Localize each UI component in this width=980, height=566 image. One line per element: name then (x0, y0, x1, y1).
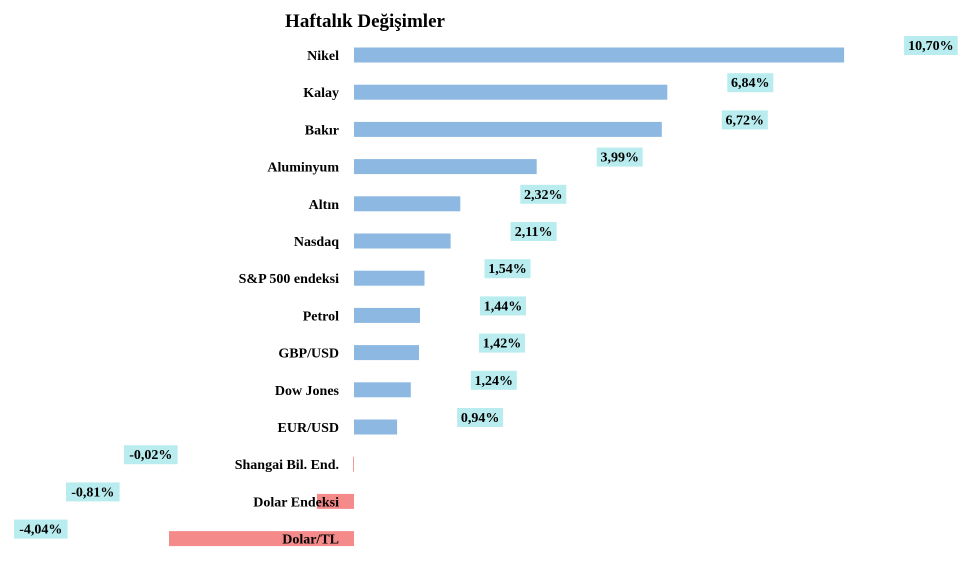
data-label: 6,84% (731, 76, 770, 91)
data-label: 1,24% (475, 374, 514, 389)
data-label-background (14, 519, 68, 539)
bar (354, 159, 537, 175)
chart-title: Haftalık Değişimler (285, 11, 445, 32)
category-label: EUR/USD (278, 421, 339, 436)
data-label: 1,54% (488, 262, 527, 277)
bar (354, 233, 451, 249)
data-label: 1,44% (484, 299, 523, 314)
category-label: Shangai Bil. End. (235, 458, 339, 473)
data-label-background (510, 222, 557, 241)
data-label: 3,99% (600, 151, 639, 166)
data-label-background (727, 73, 774, 93)
category-label: Petrol (303, 309, 339, 324)
data-label: -0,02% (129, 448, 172, 463)
bar (354, 345, 419, 361)
data-label: 6,72% (726, 113, 765, 128)
category-label: Dolar/TL (282, 533, 339, 548)
bar (169, 531, 354, 547)
data-label-background (457, 408, 504, 427)
bar (354, 47, 845, 63)
category-label: Nikel (307, 49, 339, 64)
category-label: Bakır (305, 123, 339, 138)
bar (316, 493, 354, 509)
category-label: Altın (309, 198, 340, 213)
data-label-background (721, 110, 768, 130)
data-label-background (904, 36, 958, 55)
data-label-background (470, 370, 517, 390)
data-label-background (480, 296, 526, 316)
bar (353, 456, 354, 472)
bar (354, 121, 662, 137)
bar (354, 307, 420, 323)
category-label: Kalay (303, 86, 339, 101)
category-label: GBP/USD (278, 347, 339, 362)
bar (354, 270, 425, 286)
data-label: 10,70% (908, 39, 954, 54)
bar (354, 382, 411, 398)
category-label: Dolar Endeksi (253, 495, 339, 510)
data-label-background (479, 333, 525, 353)
data-label-background (66, 482, 120, 502)
data-label-background (484, 259, 531, 279)
data-label: 1,42% (483, 337, 522, 352)
data-label: -4,04% (19, 523, 62, 538)
category-label: Aluminyum (267, 161, 339, 176)
bar (354, 419, 398, 435)
bar (354, 84, 668, 100)
data-label: 0,94% (461, 411, 500, 426)
data-label-background (520, 184, 567, 204)
data-label: 2,32% (524, 188, 563, 203)
data-label: 2,11% (515, 225, 553, 240)
data-label-background (596, 147, 643, 167)
category-label: Dow Jones (275, 384, 340, 399)
bar (354, 196, 461, 212)
data-label: -0,81% (71, 485, 114, 500)
category-label: Nasdaq (294, 235, 339, 250)
data-label-background (124, 445, 178, 465)
category-label: S&P 500 endeksi (239, 272, 339, 287)
